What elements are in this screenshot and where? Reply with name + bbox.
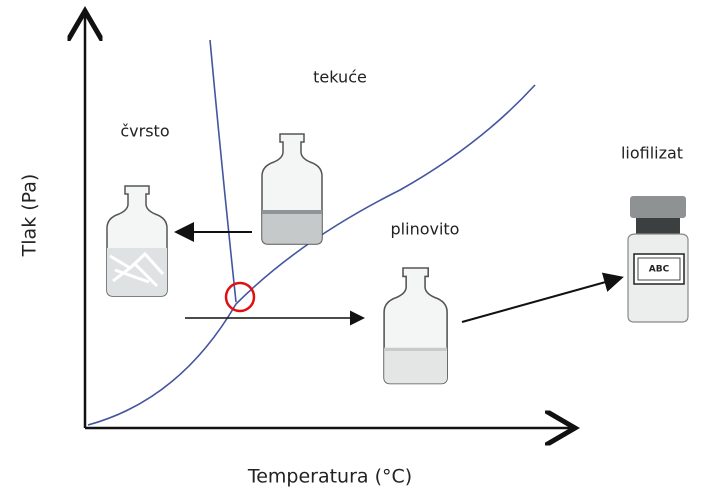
vial-label: ABC xyxy=(649,265,670,275)
x-axis-label: Temperatura (°C) xyxy=(247,466,412,488)
vial-solid xyxy=(106,185,168,297)
region-label: plinovito xyxy=(391,220,460,239)
arrow xyxy=(461,272,624,323)
melting-curve xyxy=(209,39,237,303)
vial-gas xyxy=(383,267,448,385)
region-label: tekuće xyxy=(313,68,367,87)
product-label: liofilizat xyxy=(621,144,683,163)
region-label: čvrsto xyxy=(120,122,169,141)
vial-product: ABC xyxy=(627,196,689,323)
y-axis-label: Tlak (Pa) xyxy=(19,174,41,258)
phase-curve xyxy=(87,84,536,426)
vial-liquid xyxy=(261,133,323,245)
triple-point xyxy=(224,281,256,313)
